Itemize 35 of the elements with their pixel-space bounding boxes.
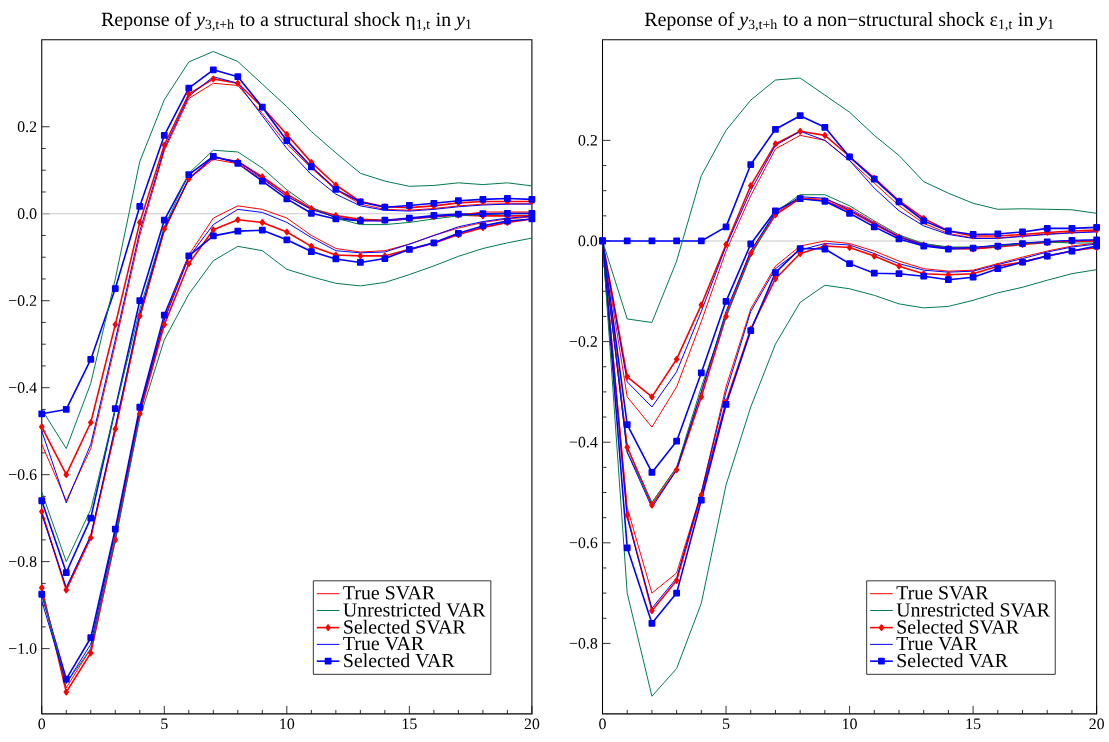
x-tick-label: 10 [843,718,857,730]
y-tick-label: −0.4 [9,382,37,394]
x-tick-label: 0 [599,718,606,730]
y-tick-label: −0.6 [569,537,598,549]
x-tick-label: 0 [38,718,46,730]
y-tick-label: −0.8 [569,638,598,649]
y-tick-label: 0.2 [17,121,37,133]
x-tick-label: 5 [161,718,168,730]
legend-label: Unrestricted SVAR [896,602,1050,617]
y-tick-label: −0.6 [9,469,37,481]
chart-title: Reponse of y$_{3,t+h}$ to a structural shock η$_{1,t}$ in y$_{1}$ [101,12,472,32]
legend-label: True VAR [896,636,978,651]
y-tick-label: −1.0 [9,643,37,655]
y-tick-label: 0.0 [17,208,37,220]
legend-label: Selected SVAR [344,619,466,634]
legend-label: True SVAR [896,586,989,600]
x-tick-label: 15 [966,718,981,730]
x-tick-label: 20 [1089,718,1104,730]
chart-title: Reponse of y$_{3,t+h}$ to a non−structural shock ε$_{1,t}$ in y$_{1}$ [644,12,1054,32]
x-tick-label: 15 [402,718,417,730]
legend-label: Unrestricted VAR [343,602,486,617]
legend-label: Selected VAR [897,653,1008,668]
legend-label: Selected SVAR [897,619,1019,634]
x-tick-label: 10 [280,718,295,730]
y-tick-label: 0.2 [578,135,597,146]
x-tick-label: 20 [524,718,540,730]
y-tick-label: 0.0 [578,235,598,247]
legend-label: Selected VAR [344,653,455,668]
legend-label: True VAR [343,636,425,651]
y-tick-label: −0.4 [569,436,598,448]
y-tick-label: −0.2 [569,336,597,348]
legend-label: True SVAR [343,586,436,600]
x-tick-label: 5 [722,718,730,730]
y-tick-label: −0.2 [9,295,37,307]
y-tick-label: −0.8 [9,556,37,568]
